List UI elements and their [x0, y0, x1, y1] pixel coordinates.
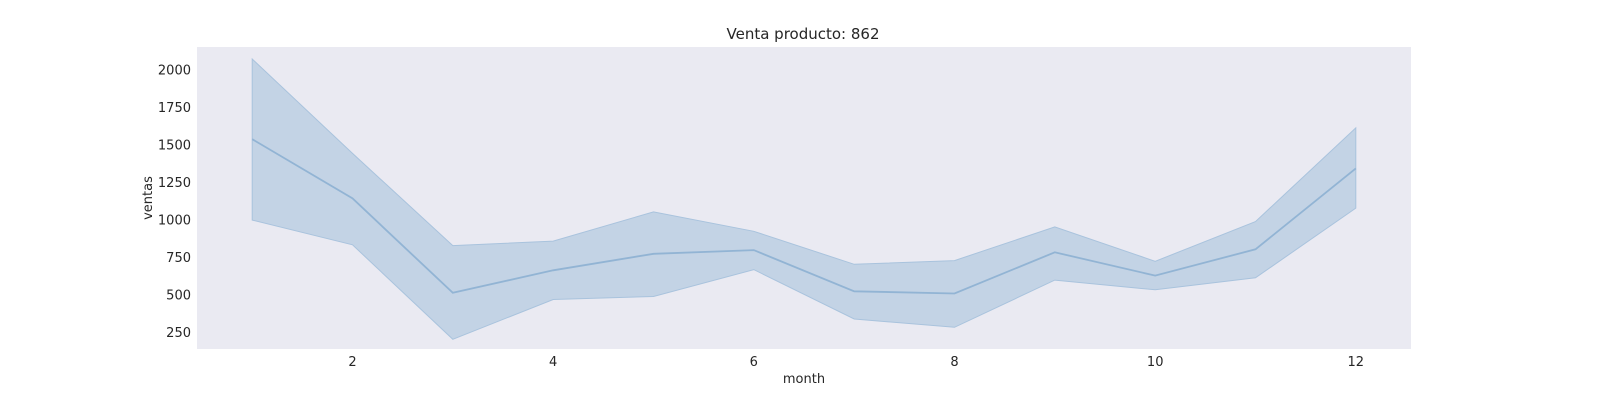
- y-tick-label: 750: [166, 251, 191, 266]
- y-axis-ticks: 250 500 750 1000 1250 1500 1750 2000: [158, 64, 191, 341]
- y-tick-label: 2000: [158, 64, 191, 79]
- x-axis-ticks: 2 4 6 8 10 12: [348, 355, 1364, 370]
- y-tick-label: 1000: [158, 213, 191, 228]
- confidence-band-layer: [251, 57, 1357, 340]
- chart-title: Venta producto: 862: [727, 25, 880, 43]
- confidence-band: [251, 57, 1357, 340]
- y-tick-label: 250: [166, 326, 191, 341]
- x-tick-label: 6: [750, 355, 758, 370]
- x-tick-label: 10: [1147, 355, 1164, 370]
- y-axis-label: ventas: [141, 176, 156, 220]
- x-tick-label: 2: [348, 355, 356, 370]
- series-line: [251, 138, 1357, 295]
- x-axis-label: month: [783, 372, 825, 387]
- y-tick-label: 1250: [158, 176, 191, 191]
- x-tick-label: 8: [950, 355, 958, 370]
- series-line-layer: [251, 138, 1357, 295]
- x-tick-label: 12: [1348, 355, 1365, 370]
- y-tick-label: 1750: [158, 101, 191, 116]
- y-tick-label: 1500: [158, 138, 191, 153]
- x-tick-label: 4: [549, 355, 557, 370]
- y-tick-label: 500: [166, 288, 191, 303]
